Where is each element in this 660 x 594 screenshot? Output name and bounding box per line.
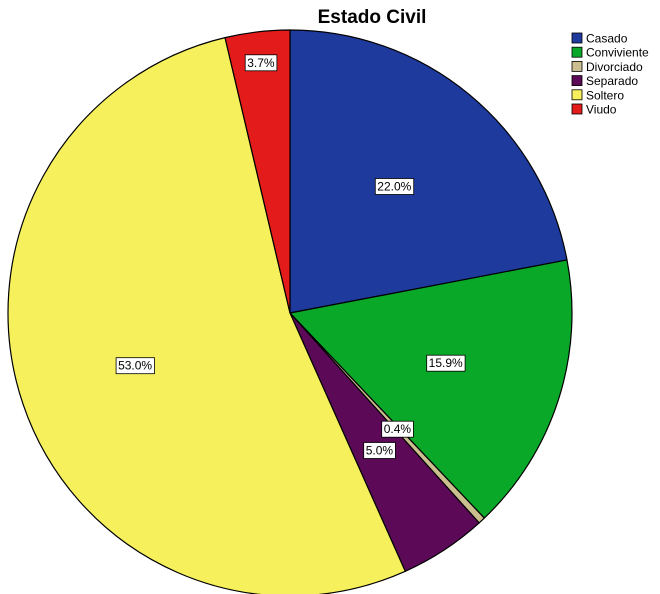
- slice-label-box: [244, 54, 278, 72]
- slice-label-box: [374, 178, 415, 195]
- legend-swatch: [571, 61, 583, 72]
- pie-slices: [7, 29, 573, 594]
- legend-label: Soltero: [586, 88, 624, 102]
- slice-label-viudo: 3.7%: [244, 54, 278, 72]
- slice-label-text: 15.9%: [429, 356, 463, 370]
- legend-item-viudo: Viudo: [571, 103, 617, 117]
- legend-item-separado: Separado: [571, 74, 638, 88]
- legend-label: Divorciado: [586, 60, 643, 74]
- slice-label-text: 3.7%: [247, 56, 275, 70]
- legend-label: Viudo: [586, 103, 617, 117]
- legend-item-soltero: Soltero: [571, 88, 624, 102]
- pie-slice-labels: 22.0% 15.9% 0.4% 5.0% 53.0% 3.7%: [115, 54, 466, 459]
- legend-label: Casado: [586, 32, 628, 46]
- pie-slice-casado: [289, 29, 568, 314]
- legend-swatch: [571, 32, 583, 44]
- slice-label-box: [363, 442, 396, 459]
- legend-swatch: [571, 89, 583, 101]
- slice-label-text: 22.0%: [377, 180, 411, 194]
- legend-item-divorciado: Divorciado: [571, 60, 643, 74]
- slice-label-conviviente: 15.9%: [426, 354, 466, 372]
- slice-label-casado: 22.0%: [374, 178, 415, 195]
- slice-label-divorciado: 0.4%: [381, 420, 414, 438]
- slice-label-text: 0.4%: [384, 422, 412, 436]
- slice-label-box: [426, 354, 466, 372]
- pie-slice-soltero: [7, 37, 406, 594]
- pie-slice-conviviente: [289, 259, 573, 519]
- slice-label-text: 53.0%: [118, 359, 152, 373]
- pie-slice-viudo: [224, 29, 291, 314]
- legend-swatch: [571, 103, 583, 115]
- legend-item-conviviente: Conviviente: [571, 46, 649, 60]
- legend: CasadoConvivienteDivorciadoSeparadoSolte…: [571, 32, 649, 117]
- slice-label-text: 5.0%: [366, 444, 394, 458]
- legend-swatch: [571, 46, 583, 58]
- legend-label: Conviviente: [586, 46, 649, 60]
- slice-label-soltero: 53.0%: [115, 357, 155, 375]
- legend-label: Separado: [586, 74, 638, 88]
- slice-label-box: [381, 420, 414, 438]
- slice-label-box: [115, 357, 155, 375]
- chart-title: Estado Civil: [318, 7, 427, 28]
- legend-swatch: [571, 75, 583, 86]
- legend-item-casado: Casado: [571, 32, 628, 46]
- slice-label-separado: 5.0%: [363, 442, 396, 459]
